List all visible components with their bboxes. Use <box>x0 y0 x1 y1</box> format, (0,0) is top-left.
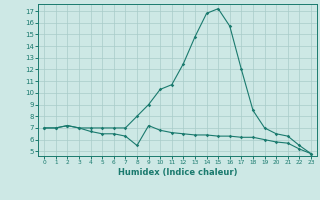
X-axis label: Humidex (Indice chaleur): Humidex (Indice chaleur) <box>118 168 237 177</box>
